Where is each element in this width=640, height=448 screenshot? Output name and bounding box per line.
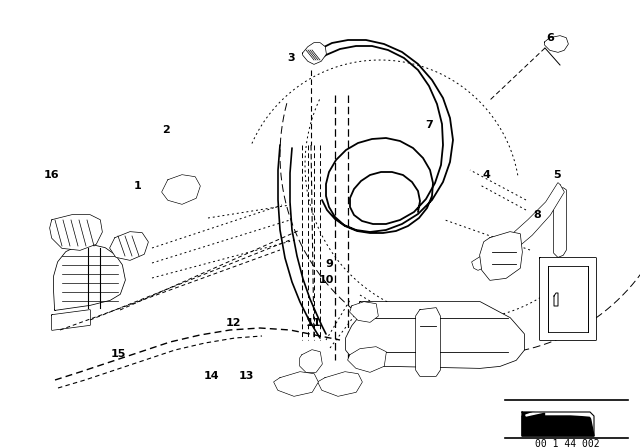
Polygon shape	[274, 372, 318, 396]
Polygon shape	[324, 374, 354, 392]
Polygon shape	[346, 302, 524, 368]
Polygon shape	[540, 258, 596, 340]
Polygon shape	[352, 351, 374, 368]
Polygon shape	[546, 185, 564, 215]
Polygon shape	[522, 416, 594, 436]
Polygon shape	[554, 188, 566, 257]
Text: 6: 6	[547, 33, 554, 43]
Polygon shape	[548, 40, 562, 50]
Polygon shape	[416, 308, 440, 376]
Polygon shape	[522, 412, 544, 416]
Text: 16: 16	[44, 170, 59, 180]
Polygon shape	[168, 178, 192, 198]
Text: 15: 15	[111, 349, 126, 359]
Polygon shape	[110, 232, 148, 260]
Text: 4: 4	[483, 170, 490, 180]
Text: 00 1 44 002: 00 1 44 002	[534, 439, 599, 448]
Polygon shape	[54, 245, 125, 310]
Polygon shape	[472, 183, 564, 270]
Polygon shape	[350, 302, 378, 322]
Polygon shape	[300, 350, 322, 372]
Text: 1: 1	[134, 181, 141, 191]
Text: 13: 13	[239, 371, 254, 381]
Text: 14: 14	[204, 371, 219, 381]
Text: 12: 12	[226, 318, 241, 327]
Text: 10: 10	[319, 275, 334, 285]
Polygon shape	[526, 409, 594, 420]
Text: 2: 2	[163, 125, 170, 135]
Text: 7: 7	[425, 121, 433, 130]
Polygon shape	[52, 310, 90, 330]
Polygon shape	[480, 232, 522, 280]
Polygon shape	[545, 36, 568, 52]
Text: 9: 9	[326, 259, 333, 269]
Text: 5: 5	[553, 170, 561, 180]
Text: 8: 8	[534, 210, 541, 220]
Polygon shape	[303, 43, 326, 64]
Polygon shape	[348, 347, 386, 372]
Polygon shape	[50, 215, 102, 250]
Polygon shape	[278, 374, 306, 392]
Polygon shape	[162, 175, 200, 204]
Text: 3: 3	[287, 53, 295, 63]
Text: 11: 11	[306, 318, 321, 327]
Polygon shape	[318, 372, 362, 396]
